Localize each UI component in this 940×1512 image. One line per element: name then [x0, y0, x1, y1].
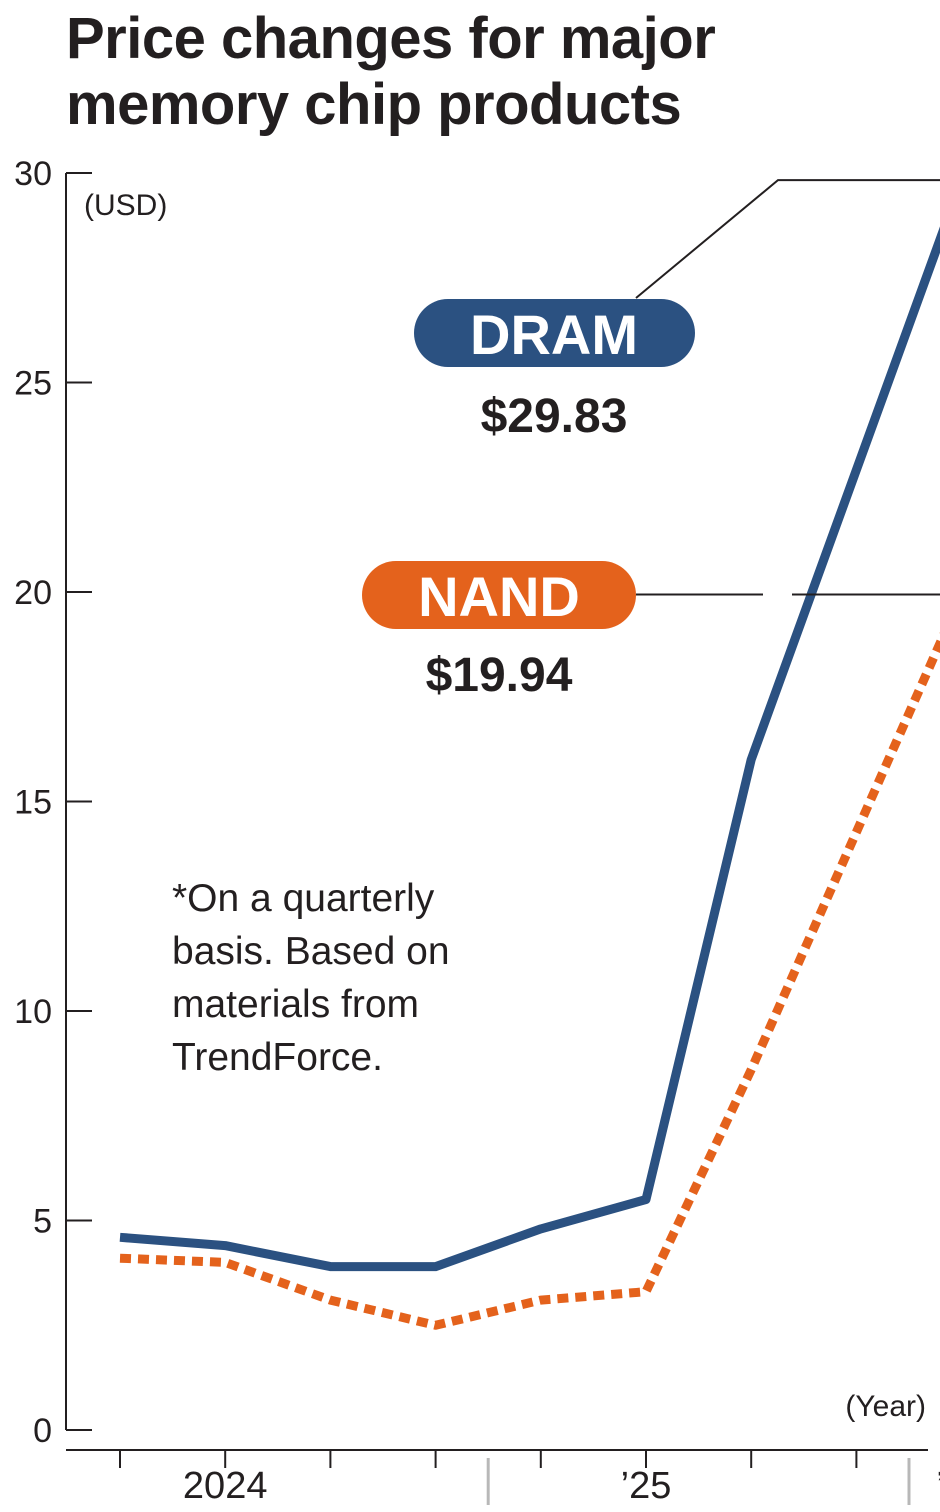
chart-title-line-2: memory chip products [66, 72, 682, 137]
dram-value-label: $29.83 [481, 390, 628, 443]
x-year-label: ’25 [621, 1465, 672, 1507]
y-tick-label: 5 [33, 1203, 52, 1241]
series-line-nand [119, 632, 940, 1330]
chart-title-line-1: Price changes for major [66, 6, 716, 71]
y-tick-label: 0 [33, 1412, 52, 1450]
chart-axes: 0 5 10 15 20 25 30 (USD) 2024 ’25 ’26 (Year) [14, 155, 940, 1507]
y-tick-label: 25 [14, 365, 52, 403]
nand-pill-label: NAND [418, 565, 580, 628]
dram-leader-line [635, 179, 940, 299]
series-line-dram [119, 226, 940, 1272]
x-year-label: 2024 [183, 1465, 268, 1507]
x-unit-label: (Year) [845, 1390, 926, 1423]
dram-pill [414, 299, 695, 367]
chart-callouts: DRAM $29.83 NAND $19.94 [362, 179, 940, 702]
x-year-label: ’26 [936, 1465, 940, 1507]
nand-value-label: $19.94 [426, 649, 573, 702]
chart-title: Price changes for major memory chip prod… [66, 6, 926, 138]
source-note: *On a quarterly basis. Based on material… [172, 872, 552, 1084]
nand-pill [362, 561, 636, 629]
y-tick-label: 15 [14, 784, 52, 822]
dram-pill-label: DRAM [470, 303, 638, 366]
chart-series [119, 226, 940, 1330]
note-line-3: materials from [172, 983, 420, 1026]
note-line-1: *On a quarterly [172, 877, 435, 920]
y-unit-label: (USD) [84, 189, 167, 222]
y-tick-label: 10 [14, 993, 52, 1031]
note-line-4: TrendForce. [172, 1036, 383, 1079]
y-tick-label: 20 [14, 574, 52, 612]
y-tick-label: 30 [14, 155, 52, 193]
note-line-2: basis. Based on [172, 930, 450, 973]
